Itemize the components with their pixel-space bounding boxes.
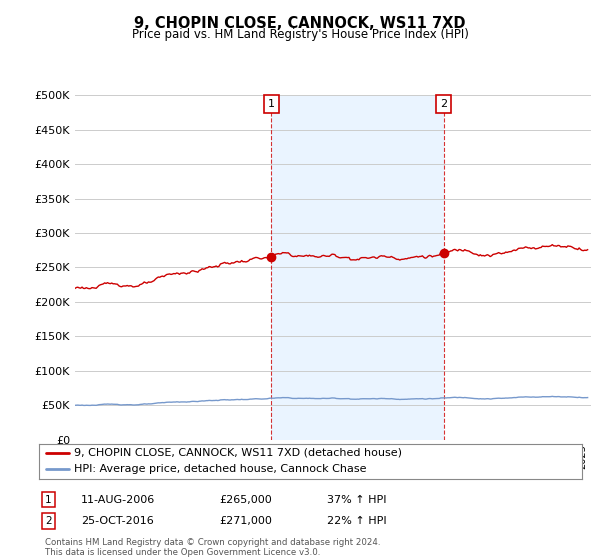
Text: £271,000: £271,000 <box>219 516 272 526</box>
Text: HPI: Average price, detached house, Cannock Chase: HPI: Average price, detached house, Cann… <box>74 464 367 474</box>
Text: 37% ↑ HPI: 37% ↑ HPI <box>327 494 386 505</box>
Text: £265,000: £265,000 <box>219 494 272 505</box>
Text: 25-OCT-2016: 25-OCT-2016 <box>81 516 154 526</box>
Text: 22% ↑ HPI: 22% ↑ HPI <box>327 516 386 526</box>
Text: Price paid vs. HM Land Registry's House Price Index (HPI): Price paid vs. HM Land Registry's House … <box>131 28 469 41</box>
Text: 1: 1 <box>45 494 52 505</box>
Text: 11-AUG-2006: 11-AUG-2006 <box>81 494 155 505</box>
Text: 2: 2 <box>45 516 52 526</box>
Text: Contains HM Land Registry data © Crown copyright and database right 2024.
This d: Contains HM Land Registry data © Crown c… <box>45 538 380 557</box>
Text: 1: 1 <box>268 99 275 109</box>
Text: 9, CHOPIN CLOSE, CANNOCK, WS11 7XD: 9, CHOPIN CLOSE, CANNOCK, WS11 7XD <box>134 16 466 31</box>
Text: 9, CHOPIN CLOSE, CANNOCK, WS11 7XD (detached house): 9, CHOPIN CLOSE, CANNOCK, WS11 7XD (deta… <box>74 448 402 458</box>
Bar <box>271 95 444 440</box>
Text: 2: 2 <box>440 99 448 109</box>
